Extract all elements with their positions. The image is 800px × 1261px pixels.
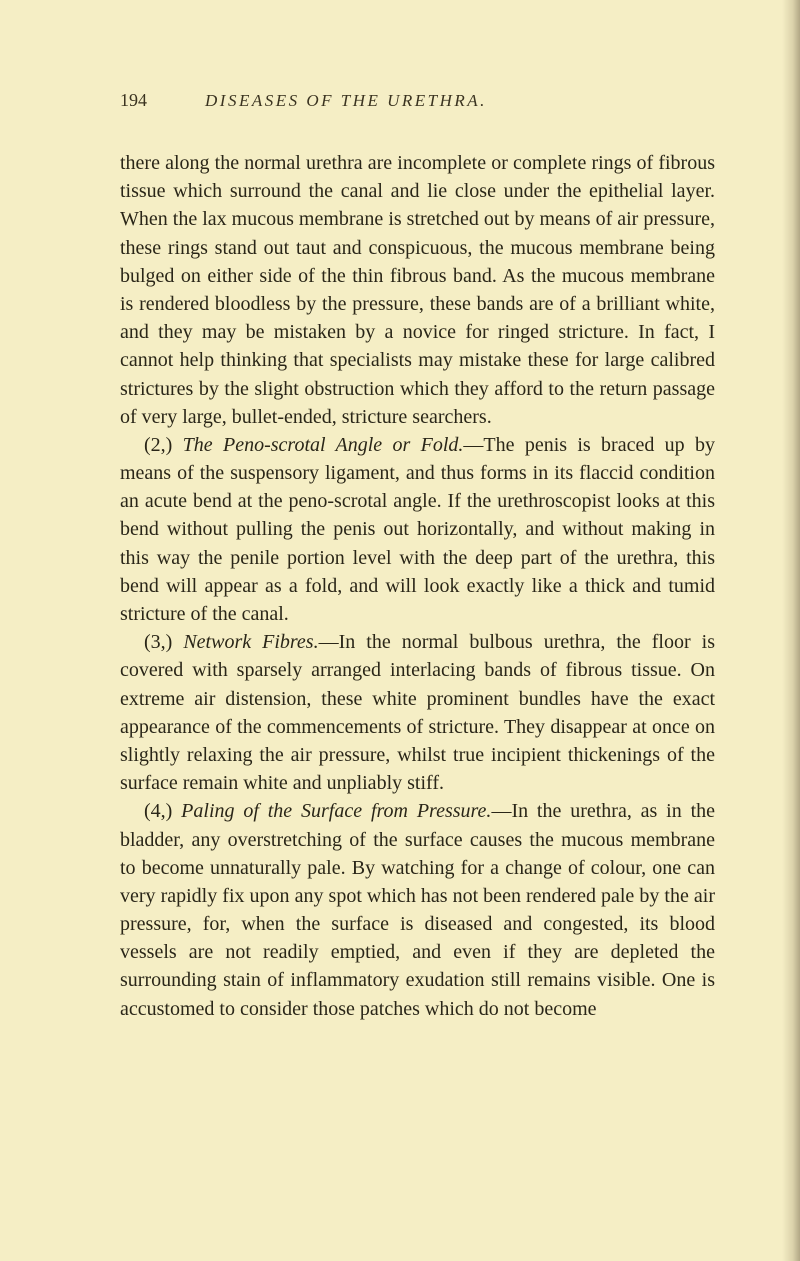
p2-lead: (2,) bbox=[144, 434, 183, 456]
paragraph-4: (4,) Paling of the Surface from Pressure… bbox=[120, 797, 715, 1023]
document-page: 194 DISEASES OF THE URETHRA. there along… bbox=[0, 0, 800, 1083]
p3-body: —In the normal bulbous urethra, the floo… bbox=[120, 631, 715, 794]
page-header: 194 DISEASES OF THE URETHRA. bbox=[120, 90, 715, 111]
page-number: 194 bbox=[120, 90, 147, 111]
p3-lead: (3,) bbox=[144, 631, 183, 653]
page-edge-shadow bbox=[782, 0, 800, 1261]
p4-body: —In the urethra, as in the bladder, any … bbox=[120, 800, 715, 1019]
paragraph-3: (3,) Network Fibres.—In the normal bulbo… bbox=[120, 628, 715, 797]
p4-lead: (4,) bbox=[144, 800, 181, 822]
body-text: there along the normal urethra are incom… bbox=[120, 149, 715, 1023]
p2-title: The Peno-scrotal Angle or Fold. bbox=[183, 434, 464, 456]
paragraph-1: there along the normal urethra are incom… bbox=[120, 149, 715, 431]
p3-title: Network Fibres. bbox=[183, 631, 318, 653]
p2-body: —The penis is braced up by means of the … bbox=[120, 434, 715, 625]
p4-title: Paling of the Surface from Pressure. bbox=[181, 800, 491, 822]
paragraph-2: (2,) The Peno-scrotal Angle or Fold.—The… bbox=[120, 431, 715, 628]
running-title: DISEASES OF THE URETHRA. bbox=[205, 91, 487, 111]
